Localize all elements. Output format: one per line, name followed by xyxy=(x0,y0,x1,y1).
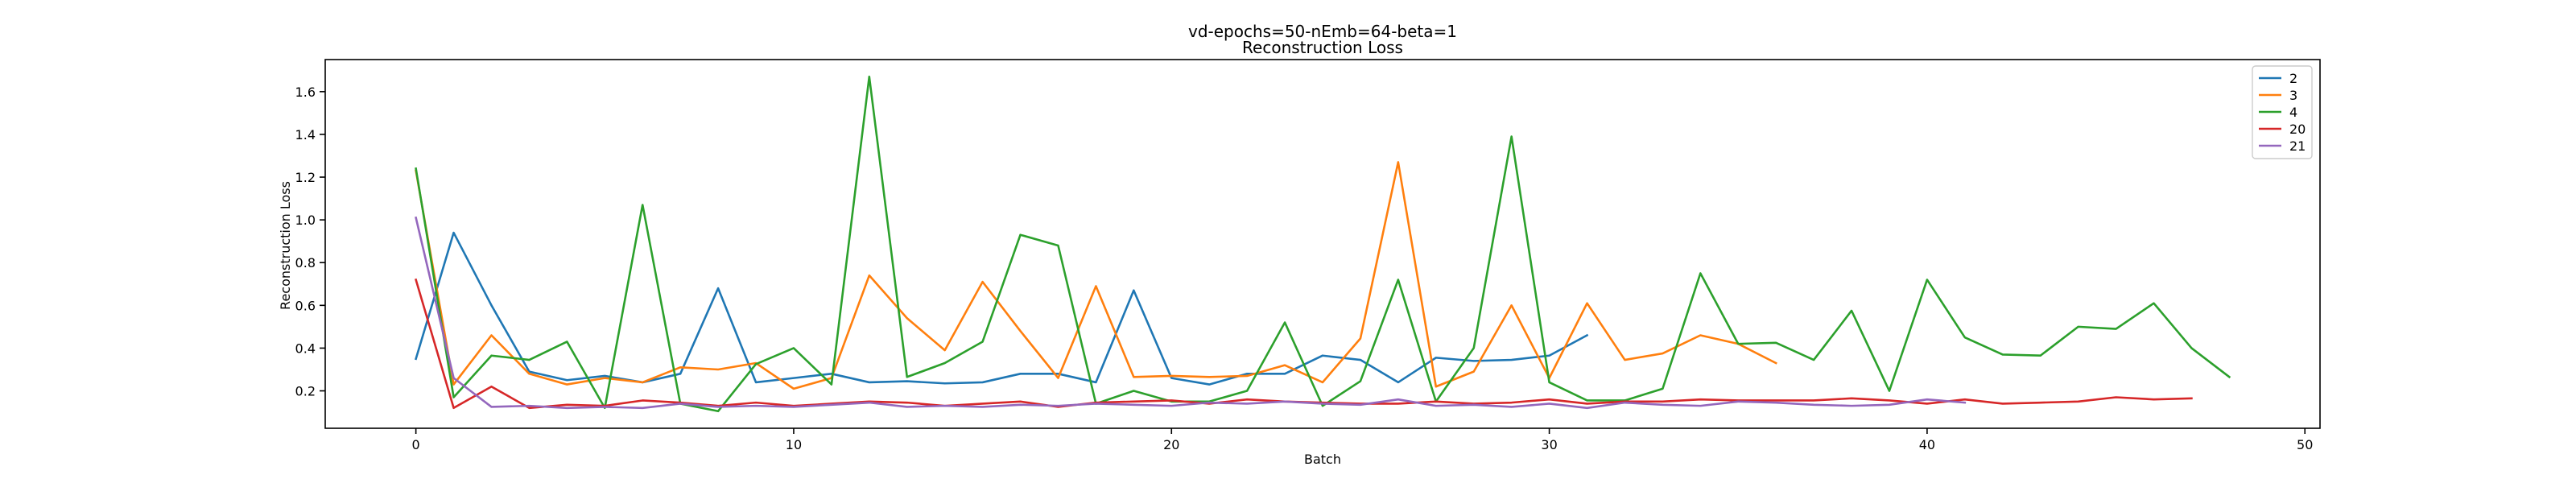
x-tick-label: 50 xyxy=(2297,437,2313,452)
x-tick-label: 0 xyxy=(412,437,420,452)
x-tick-label: 10 xyxy=(786,437,802,452)
series-layer xyxy=(415,75,2231,413)
x-tick-label: 20 xyxy=(1163,437,1179,452)
axes-layer: 0 10 20 30 40 50 0.2 0.4 0.6 0.8 1.0 1.2 1.4 1.6 xyxy=(295,59,2321,452)
series-line-4 xyxy=(415,75,2231,413)
y-tick-label: 0.6 xyxy=(295,298,316,313)
y-tick-label: 0.2 xyxy=(295,384,316,399)
series-line-2 xyxy=(415,231,1589,386)
y-tick-label: 1.2 xyxy=(295,170,316,185)
legend-label-20: 20 xyxy=(2289,122,2306,137)
y-tick-label: 1.0 xyxy=(295,213,316,228)
legend-label-3: 3 xyxy=(2289,88,2297,103)
legend-label-2: 2 xyxy=(2289,71,2297,86)
legend-label-4: 4 xyxy=(2289,105,2297,120)
chart-title: vd-epochs=50-nEmb=64-beta=1 xyxy=(1188,22,1457,41)
y-tick-label: 1.4 xyxy=(295,127,316,142)
y-tick-label: 0.8 xyxy=(295,255,316,270)
series-line-20 xyxy=(415,278,2193,410)
x-tick-label: 30 xyxy=(1541,437,1557,452)
y-axis-label: Reconstruction Loss xyxy=(278,181,293,310)
plot-frame xyxy=(324,59,2321,429)
legend-frame xyxy=(2252,65,2313,159)
x-tick-label: 40 xyxy=(1919,437,1935,452)
chart-subtitle: Reconstruction Loss xyxy=(1242,38,1403,57)
y-tick-label: 0.4 xyxy=(295,341,316,356)
x-axis-label: Batch xyxy=(1304,452,1341,467)
y-tick-label: 1.6 xyxy=(295,85,316,100)
legend-label-21: 21 xyxy=(2289,138,2306,154)
series-line-3 xyxy=(415,161,1777,390)
series-line-21 xyxy=(415,216,1967,410)
